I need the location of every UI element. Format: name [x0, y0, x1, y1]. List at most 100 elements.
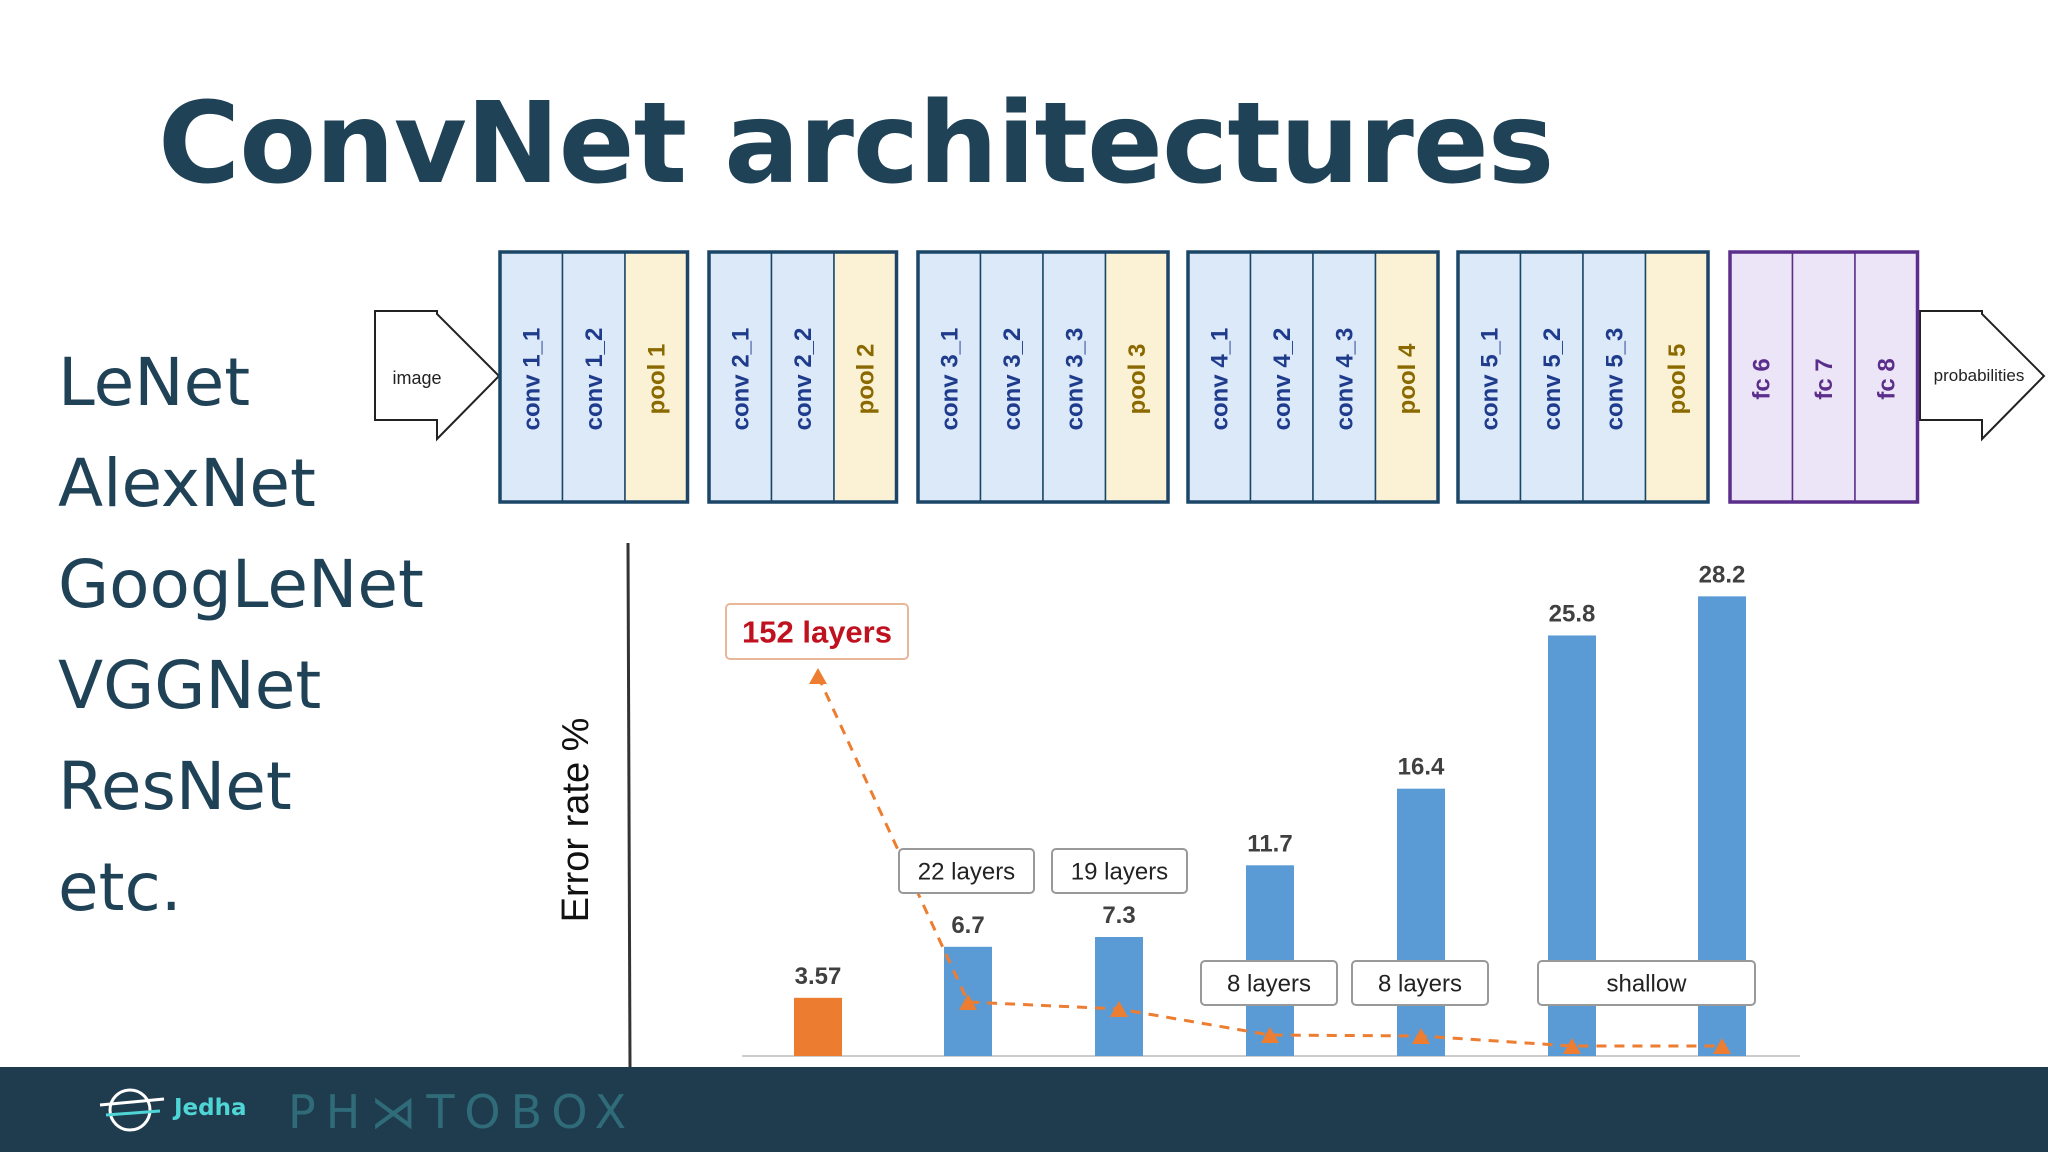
bar: [1548, 635, 1596, 1056]
fc-layer: [1791, 251, 1856, 503]
depth-marker: [1713, 1038, 1731, 1054]
bar: [794, 997, 842, 1056]
layer-label: fc 6: [1748, 358, 1775, 399]
annotation-label: 152 layers: [742, 615, 892, 650]
network-list: LeNet AlexNet GoogLeNet VGGNet ResNet et…: [58, 332, 424, 938]
layer-label: conv 4_2: [1269, 328, 1296, 431]
conv-layer: [979, 251, 1044, 503]
pool-layer: [833, 251, 898, 503]
layer-label: conv 4_3: [1331, 328, 1358, 431]
vgg-block-3: conv 3_1 conv 3_2 conv 3_3 pool 3: [916, 250, 1170, 504]
pool-layer: [1104, 251, 1169, 503]
jedha-logo-icon: [99, 1088, 165, 1132]
bar-value-label: 28.2: [1699, 561, 1746, 588]
layer-label: conv 1_2: [581, 328, 608, 431]
layer-label: conv 3_3: [1061, 328, 1088, 431]
layer-label: conv 5_1: [1476, 328, 1503, 431]
layer-label: conv 3_2: [999, 328, 1026, 431]
layer-label: fc 7: [1811, 358, 1838, 399]
output-arrow-label: probabilities: [1934, 366, 2025, 385]
bar-value-label: 16.4: [1398, 754, 1445, 781]
bar: [1095, 937, 1143, 1056]
vgg-blocks: conv 1_1 conv 1_2 pool 1 conv 2_1 conv 2_2 po…: [498, 250, 1920, 504]
conv-layer: [917, 251, 982, 503]
conv-layer: [708, 251, 773, 503]
layer-label: fc 8: [1873, 358, 1900, 399]
bar-value-label: 7.3: [1102, 902, 1135, 929]
conv-layer: [1187, 251, 1252, 503]
pool-layer: [1374, 251, 1439, 503]
conv-layer: [561, 251, 626, 503]
network-resnet: ResNet: [58, 748, 292, 825]
pool-layer: [1644, 251, 1709, 503]
bar-value-label: 11.7: [1247, 830, 1292, 857]
network-etc: etc.: [58, 849, 182, 926]
conv-layer: [1457, 251, 1522, 503]
block-outline: [1456, 250, 1710, 504]
depth-trend-line: [816, 675, 1722, 1048]
fc-layer: [1729, 251, 1794, 503]
fc-layer: [1854, 251, 1919, 503]
annotation-label: 8 layers: [1227, 971, 1311, 998]
depth-marker: [959, 994, 977, 1010]
conv-layer: [1582, 251, 1647, 503]
layer-label: conv 2_2: [790, 328, 817, 431]
chart-annotations: 152 layers 22 layers 19 layers 8 layers 8 la…: [725, 603, 1756, 1006]
pool-layer: [624, 251, 689, 503]
bar: [1698, 596, 1746, 1056]
annotation-box: [1200, 960, 1338, 1006]
layer-label: conv 2_1: [727, 328, 754, 431]
annotation-label: shallow: [1606, 971, 1687, 998]
vgg-block-2: conv 2_1 conv 2_2 pool 2: [707, 250, 899, 504]
depth-marker: [1110, 1001, 1128, 1017]
block-outline: [498, 250, 690, 504]
annotation-label: 19 layers: [1071, 859, 1168, 886]
network-alexnet: AlexNet: [58, 445, 316, 522]
bar-value-label: 6.7: [951, 912, 984, 939]
depth-marker: [1261, 1027, 1279, 1043]
block-outline: [707, 250, 899, 504]
layer-label: pool 1: [643, 344, 670, 415]
conv-layer: [1519, 251, 1584, 503]
conv-layer: [1312, 251, 1377, 503]
block-outline: [1186, 250, 1440, 504]
annotation-box: [1051, 848, 1188, 894]
bar-value-label: 25.8: [1549, 600, 1596, 627]
chart-bars: 3.57 6.7 7.3 11.7 16.4 25.8 28.2: [794, 561, 1746, 1056]
bar: [1397, 788, 1445, 1056]
footer-sponsor: PH⋊TOBOX: [288, 1085, 637, 1139]
annotation-box: [1351, 960, 1489, 1006]
annotation-box: [1537, 960, 1756, 1006]
network-googlenet: GoogLeNet: [58, 546, 424, 623]
conv-layer: [770, 251, 835, 503]
bar-value-label: 3.57: [795, 963, 842, 990]
layer-label: conv 1_1: [518, 328, 545, 431]
footer-bar: Jedha PH⋊TOBOX: [0, 1067, 2048, 1152]
network-lenet: LeNet: [58, 344, 251, 421]
layer-label: conv 3_1: [936, 328, 963, 431]
vgg-block-4: conv 4_1 conv 4_2 conv 4_3 pool 4: [1186, 250, 1440, 504]
depth-marker: [809, 668, 827, 684]
block-outline: [1728, 250, 1920, 504]
slide-title: ConvNet architectures: [158, 79, 1554, 209]
chart-y-label: Error rate %: [555, 718, 597, 923]
conv-layer: [499, 251, 564, 503]
footer-brand: Jedha: [174, 1095, 247, 1121]
network-vggnet: VGGNet: [58, 647, 322, 724]
annotation-box: [725, 603, 909, 660]
block-outline: [916, 250, 1170, 504]
depth-marker: [1412, 1028, 1430, 1044]
conv-layer: [1249, 251, 1314, 503]
depth-marker: [1563, 1038, 1581, 1054]
vgg-block-1: conv 1_1 conv 1_2 pool 1: [498, 250, 690, 504]
layer-label: conv 5_3: [1601, 328, 1628, 431]
bar: [944, 946, 992, 1056]
vgg-block-5: conv 5_1 conv 5_2 conv 5_3 pool 5: [1456, 250, 1710, 504]
annotation-box: [898, 848, 1035, 894]
layer-label: pool 4: [1394, 343, 1421, 414]
chart-y-axis: [626, 542, 632, 1068]
output-arrow: [1919, 310, 2046, 442]
layer-label: pool 3: [1124, 344, 1151, 415]
conv-layer: [1042, 251, 1107, 503]
layer-label: conv 5_2: [1539, 328, 1566, 431]
